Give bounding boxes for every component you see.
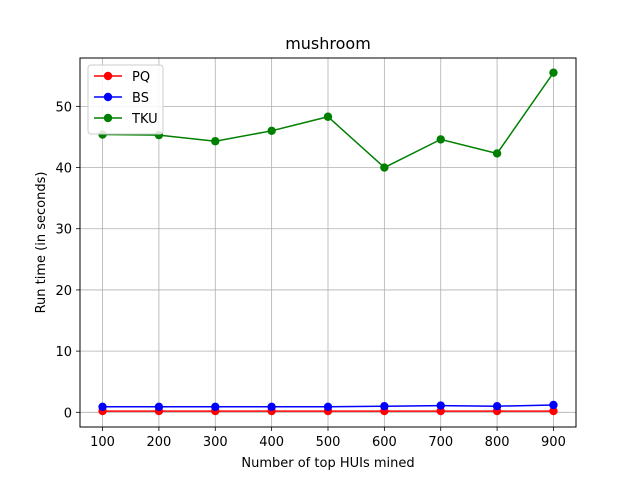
legend-label: PQ xyxy=(132,70,150,85)
y-tick-label: 40 xyxy=(55,162,72,177)
data-point xyxy=(436,401,445,410)
data-point xyxy=(211,137,220,146)
legend-item: BS xyxy=(94,91,149,106)
data-point xyxy=(380,163,389,172)
chart-title: mushroom xyxy=(285,34,371,53)
series-bs xyxy=(98,400,558,412)
legend-marker xyxy=(103,71,113,81)
x-tick-label: 800 xyxy=(485,435,510,450)
legend-item: TKU xyxy=(94,112,158,127)
legend-marker xyxy=(103,113,113,123)
x-tick-label: 900 xyxy=(541,435,566,450)
y-axis-label: Run time (in seconds) xyxy=(34,172,49,314)
y-tick-label: 20 xyxy=(55,284,72,299)
x-tick-label: 300 xyxy=(203,435,228,450)
x-tick-label: 200 xyxy=(146,435,171,450)
y-tick-label: 50 xyxy=(55,100,72,115)
legend-label: TKU xyxy=(131,112,158,127)
legend-label: BS xyxy=(132,91,149,106)
data-point xyxy=(436,135,445,144)
data-point xyxy=(549,400,558,410)
x-axis-label: Number of top HUIs mined xyxy=(241,456,414,471)
x-tick-label: 100 xyxy=(90,435,115,450)
legend-item: PQ xyxy=(94,70,150,85)
y-tick-label: 10 xyxy=(55,345,72,360)
data-point xyxy=(492,149,502,158)
data-point xyxy=(549,406,558,416)
data-point xyxy=(154,402,164,412)
data-point xyxy=(211,402,220,412)
data-point xyxy=(267,402,276,412)
x-tick-label: 500 xyxy=(316,435,341,450)
data-point xyxy=(492,401,502,411)
data-point xyxy=(549,68,558,77)
x-tick-label: 600 xyxy=(372,435,397,450)
data-point xyxy=(380,401,389,411)
legend: PQ BS TKU xyxy=(87,64,164,135)
series-layer xyxy=(98,68,558,416)
x-tick-label: 400 xyxy=(259,435,284,450)
y-tick-label: 0 xyxy=(64,406,72,421)
data-point xyxy=(267,126,276,136)
y-tick-label: 30 xyxy=(55,223,72,238)
tick-layer: 100 200 300 400 500 600 700 800 900 0 10 20 30 40 50 xyxy=(55,100,565,450)
series-tku xyxy=(98,68,558,172)
data-point xyxy=(98,402,107,412)
x-tick-label: 700 xyxy=(428,435,453,450)
legend-marker xyxy=(103,92,113,102)
data-point xyxy=(323,402,333,412)
data-point xyxy=(323,112,333,121)
